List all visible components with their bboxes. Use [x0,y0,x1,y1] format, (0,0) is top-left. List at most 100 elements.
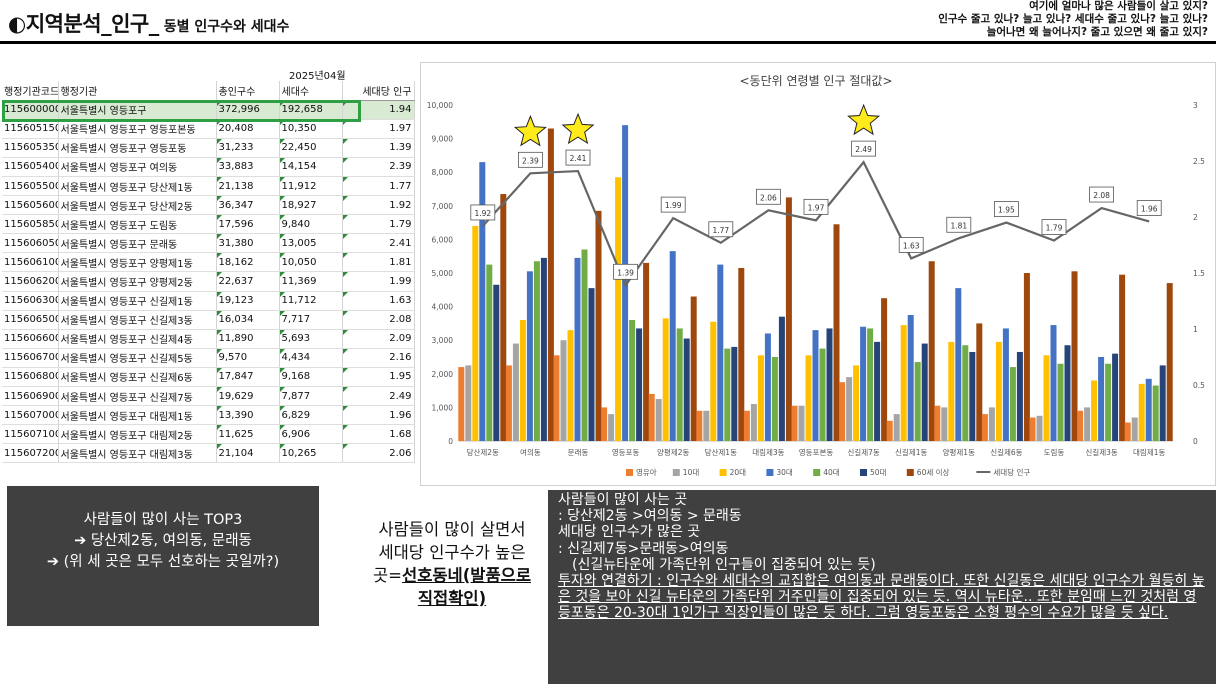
table-cell[interactable]: 2.09 [342,329,415,349]
table-cell[interactable]: 1156060500 [2,233,59,254]
table-cell[interactable]: 1.94 [342,100,415,120]
table-cell[interactable]: 서울특별시 영등포구 양평제1동 [58,252,217,273]
table-cell[interactable]: 1156062000 [2,271,59,292]
table-cell[interactable]: 22,637 [216,271,280,292]
table-cell[interactable]: 1156051500 [2,119,59,139]
table-cell[interactable]: 18,927 [279,195,343,216]
top3-question: ➔ (위 세 곳은 모두 선호하는 곳일까?) [46,554,280,570]
table-cell[interactable]: 2.16 [342,348,415,368]
table-cell[interactable]: 서울특별시 영등포구 여의동 [58,157,217,177]
table-row: 1156071000서울특별시 영등포구 대림제2동11,6256,9061.6… [2,424,415,445]
table-cell[interactable]: 1.96 [342,405,415,426]
table-cell[interactable]: 31,233 [216,138,280,158]
table-cell[interactable]: 1156070000 [2,405,59,426]
table-cell[interactable]: 2.08 [342,310,415,330]
table-cell[interactable]: 1.99 [342,271,415,292]
table-cell[interactable]: 31,380 [216,233,280,254]
table-cell[interactable]: 19,629 [216,386,280,407]
table-cell[interactable]: 1156058500 [2,214,59,235]
table-cell[interactable]: 17,847 [216,367,280,388]
table-cell[interactable]: 11,712 [279,291,343,311]
col-header: 행정기관코드 [2,81,59,101]
table-cell[interactable]: 33,883 [216,157,280,177]
table-cell[interactable]: 1156069000 [2,386,59,407]
table-cell[interactable]: 10,265 [279,443,343,464]
table-cell[interactable]: 9,570 [216,348,280,368]
table-cell[interactable]: 1.79 [342,214,415,235]
table-cell[interactable]: 17,596 [216,214,280,235]
table-cell[interactable]: 21,138 [216,176,280,197]
table-cell[interactable]: 22,450 [279,138,343,158]
table-cell[interactable]: 7,877 [279,386,343,407]
table-cell[interactable]: 서울특별시 영등포구 신길제7동 [58,386,217,407]
table-cell[interactable]: 1156067000 [2,348,59,368]
table-cell[interactable]: 11,369 [279,271,343,292]
table-cell[interactable]: 1.39 [342,138,415,158]
bar [479,162,486,441]
table-cell[interactable]: 1156056000 [2,195,59,216]
table-cell[interactable]: 서울특별시 영등포구 신길제1동 [58,291,217,311]
table-cell[interactable]: 1156063000 [2,291,59,311]
table-cell[interactable]: 16,034 [216,310,280,330]
table-cell[interactable]: 1156066000 [2,329,59,349]
table-cell[interactable]: 1156072000 [2,443,59,464]
table-cell[interactable]: 21,104 [216,443,280,464]
table-cell[interactable]: 1.63 [342,291,415,311]
table-cell[interactable]: 11,890 [216,329,280,349]
table-cell[interactable]: 13,390 [216,405,280,426]
table-cell[interactable]: 서울특별시 영등포구 신길제4동 [58,329,217,349]
table-cell[interactable]: 2.39 [342,157,415,177]
table-cell[interactable]: 2.06 [342,443,415,464]
table-cell[interactable]: 서울특별시 영등포구 문래동 [58,233,217,254]
table-cell[interactable]: 서울특별시 영등포구 신길제3동 [58,310,217,330]
table-cell[interactable]: 1.97 [342,119,415,139]
table-cell[interactable]: 1156068000 [2,367,59,388]
table-cell[interactable]: 1156055000 [2,176,59,197]
table-cell[interactable]: 192,658 [279,100,343,120]
table-cell[interactable]: 14,154 [279,157,343,177]
table-cell[interactable]: 13,005 [279,233,343,254]
table-cell[interactable]: 2.49 [342,386,415,407]
table-cell[interactable]: 372,996 [216,100,280,120]
table-cell[interactable]: 서울특별시 영등포구 당산제2동 [58,195,217,216]
table-cell[interactable]: 1156053500 [2,138,59,158]
table-cell[interactable]: 서울특별시 영등포구 영등포동 [58,138,217,158]
table-cell[interactable]: 1.68 [342,424,415,445]
table-cell[interactable]: 9,168 [279,367,343,388]
table-cell[interactable]: 서울특별시 영등포구 대림제1동 [58,405,217,426]
table-cell[interactable]: 1156065000 [2,310,59,330]
table-cell[interactable]: 10,350 [279,119,343,139]
table-cell[interactable]: 서울특별시 영등포구 신길제6동 [58,367,217,388]
bar [553,355,560,441]
table-cell[interactable]: 7,717 [279,310,343,330]
table-cell[interactable]: 서울특별시 영등포구 [58,100,217,120]
table-cell[interactable]: 18,162 [216,252,280,273]
table-cell[interactable]: 서울특별시 영등포구 신길제5동 [58,348,217,368]
table-cell[interactable]: 1156054000 [2,157,59,177]
table-cell[interactable]: 2.41 [342,233,415,254]
table-cell[interactable]: 서울특별시 영등포구 영등포본동 [58,119,217,139]
table-cell[interactable]: 서울특별시 영등포구 대림제3동 [58,443,217,464]
table-cell[interactable]: 1.81 [342,252,415,273]
table-cell[interactable]: 1.77 [342,176,415,197]
table-cell[interactable]: 36,347 [216,195,280,216]
table-cell[interactable]: 11,625 [216,424,280,445]
table-cell[interactable]: 서울특별시 영등포구 대림제2동 [58,424,217,445]
table-cell[interactable]: 1156000000 [2,100,59,120]
table-cell[interactable]: 20,408 [216,119,280,139]
table-cell[interactable]: 1156071000 [2,424,59,445]
table-cell[interactable]: 11,912 [279,176,343,197]
table-cell[interactable]: 4,434 [279,348,343,368]
table-cell[interactable]: 19,123 [216,291,280,311]
table-cell[interactable]: 6,829 [279,405,343,426]
table-cell[interactable]: 6,906 [279,424,343,445]
table-cell[interactable]: 9,840 [279,214,343,235]
table-cell[interactable]: 1.92 [342,195,415,216]
table-cell[interactable]: 서울특별시 영등포구 양평제2동 [58,271,217,292]
table-cell[interactable]: 10,050 [279,252,343,273]
table-cell[interactable]: 서울특별시 영등포구 도림동 [58,214,217,235]
table-cell[interactable]: 서울특별시 영등포구 당산제1동 [58,176,217,197]
table-cell[interactable]: 1156061000 [2,252,59,273]
table-cell[interactable]: 1.95 [342,367,415,388]
table-cell[interactable]: 5,693 [279,329,343,349]
